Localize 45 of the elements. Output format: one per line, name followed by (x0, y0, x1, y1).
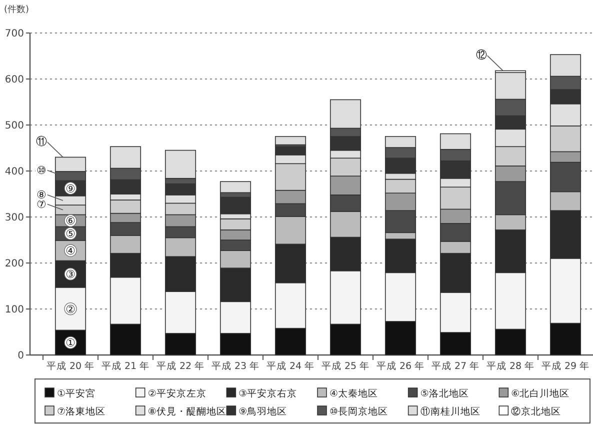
y-tick-label: 200 (4, 258, 24, 270)
x-tick-label: 平成 28 年 (486, 360, 535, 372)
bar (220, 181, 252, 194)
legend-label: ⑪南桂川地区 (420, 406, 480, 418)
annotation: ③ (66, 268, 76, 282)
annotation: ④ (66, 244, 76, 258)
annotation: ① (66, 336, 76, 350)
annotation: ⑫ (476, 48, 487, 62)
legend-label: ①平安宮 (57, 388, 96, 400)
x-tick-label: 平成 22 年 (156, 360, 205, 372)
legend-label: ⑦洛東地区 (57, 406, 106, 418)
annotation: ⑨ (66, 182, 76, 196)
annotation: ② (66, 302, 76, 316)
annotation: ⑦ (36, 198, 46, 211)
y-tick-label: 700 (4, 28, 24, 40)
annotation: ⑥ (66, 214, 76, 228)
legend-label: ③平安京右京 (238, 388, 298, 400)
x-tick-label: 平成 24 年 (266, 360, 315, 372)
y-tick-label: 300 (4, 212, 24, 224)
legend-label: ⑫京北地区 (511, 406, 562, 418)
legend-label: ⑧伏見・醍醐地区 (148, 406, 226, 418)
y-tick-label: 600 (4, 74, 24, 86)
legend-label: ⑥北白川地区 (511, 388, 570, 400)
legend-label: ⑨鳥羽地区 (238, 406, 288, 418)
x-tick-label: 平成 25 年 (321, 360, 370, 372)
y-tick-label: 0 (18, 350, 24, 362)
legend-label: ②平安京左京 (148, 388, 206, 400)
legend-label: ⑩長岡京地区 (330, 406, 388, 418)
bar (274, 136, 306, 146)
annotation: ⑪ (36, 135, 47, 148)
x-tick-label: 平成 20 年 (46, 360, 95, 372)
annotation: ⑤ (66, 228, 76, 241)
legend-label: ⑤洛北地区 (420, 388, 469, 400)
annotation: ⑧ (36, 188, 46, 202)
x-tick-label: 平成 21 年 (101, 360, 150, 372)
y-tick-label: 500 (4, 120, 24, 132)
x-tick-label: 平成 23 年 (211, 360, 260, 372)
y-tick-label: 100 (4, 304, 24, 316)
annotation: ⑩ (36, 164, 46, 178)
x-tick-label: 平成 27 年 (431, 360, 480, 372)
y-tick-label: 400 (4, 166, 24, 178)
y-axis-title: (件数) (4, 4, 30, 15)
legend-label: ④太秦地区 (330, 388, 378, 400)
x-tick-label: 平成 26 年 (376, 360, 425, 372)
x-tick-label: 平成 29 年 (541, 360, 590, 372)
